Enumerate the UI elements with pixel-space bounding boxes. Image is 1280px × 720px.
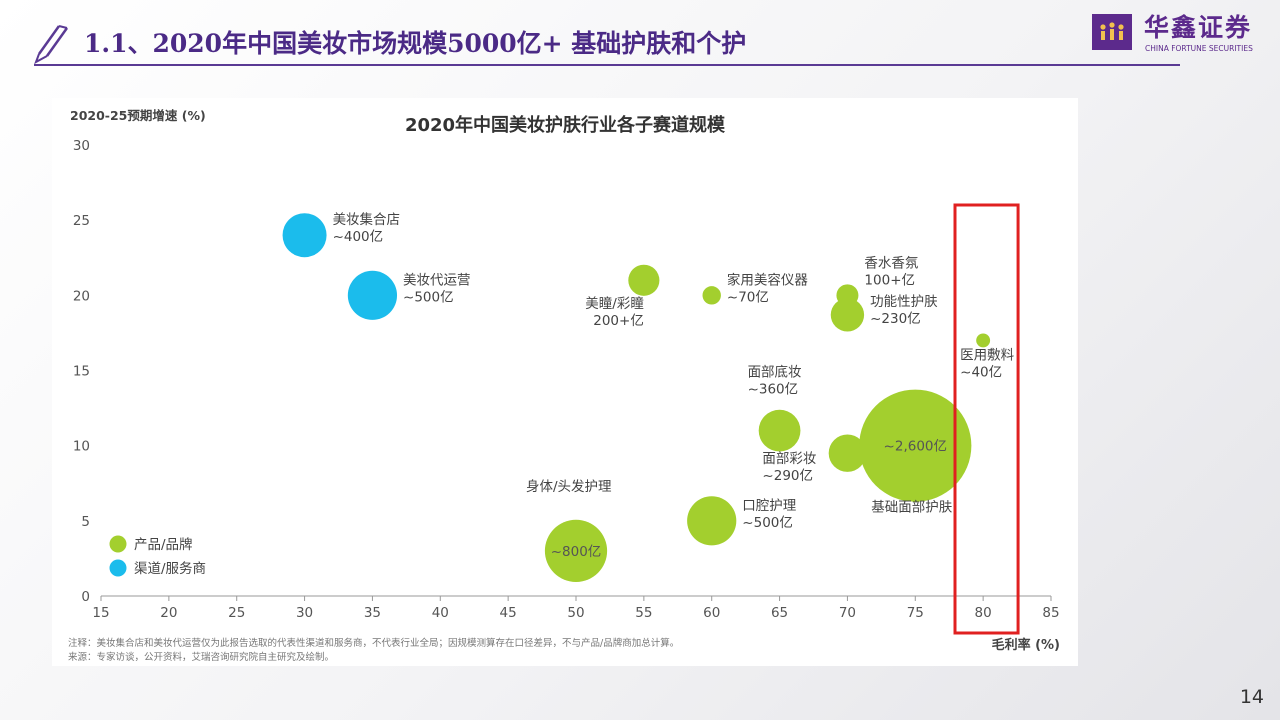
bubble [830,298,865,332]
pencil-icon [34,25,69,64]
bubble-size-label: ~400亿 [333,229,384,245]
bubble [976,333,991,348]
x-axis-label: 毛利率 (%) [992,637,1060,653]
x-tick-label: 50 [567,605,584,621]
bubble [544,519,608,583]
bubble-name-label: 美妆集合店 [333,212,401,228]
bubble-name-label: 医用敷料 [960,347,1014,363]
bubble-size-label: 200+亿 [593,313,644,329]
title-underline [34,64,1180,66]
bubble-size-label: ~70亿 [727,289,769,305]
brand-logo [1092,14,1132,50]
bubble-name-label: 身体/头发护理 [526,479,612,495]
y-tick-label: 10 [73,439,90,455]
crowd-icon [1100,22,1124,40]
legend-marker [109,535,127,553]
x-tick-label: 65 [771,605,788,621]
bubble-chart: 2020年中国美妆护肤行业各子赛道规模 2020-25预期增速 (%) 毛利率 (%… [68,108,1060,663]
bubble [828,434,867,472]
x-tick-label: 30 [296,605,313,621]
brand-name-english: CHINA FORTUNE SECURITIES [1145,44,1253,53]
bubble-size-label: 100+亿 [864,272,915,288]
x-tick-label: 60 [703,605,720,621]
bubble [628,264,660,296]
bubble-name-label: 面部底妆 [748,365,802,381]
y-tick-label: 15 [73,364,90,380]
bubble [347,270,398,320]
chart-note: 注释：美妆集合店和美妆代运营仅为此报告选取的代表性渠道和服务商，不代表行业全局；… [68,637,679,649]
x-tick-label: 20 [160,605,177,621]
page-title: 1.1、2020年中国美妆市场规模5000亿+ 基础护肤和个护 [84,29,747,58]
page-number: 14 [1239,686,1264,708]
chart-title: 2020年中国美妆护肤行业各子赛道规模 [405,114,726,136]
x-tick-label: 40 [432,605,449,621]
chart-source: 来源：专家访谈，公开资料，艾瑞咨询研究院自主研究及绘制。 [68,651,334,663]
bubble-name-label: 美妆代运营 [403,272,471,288]
bubble [687,496,737,546]
bubble-name-label: 基础面部护肤 [871,499,952,516]
x-tick-label: 15 [92,605,109,621]
bubble-size-label: ~360亿 [748,382,799,398]
x-tick-label: 55 [635,605,652,621]
bubble-name-label: 功能性护肤 [870,294,938,310]
bubble-size-label: ~230亿 [870,311,921,327]
chart-panel: 2020年中国美妆护肤行业各子赛道规模 2020-25预期增速 (%) 毛利率 (%… [52,98,1078,666]
x-tick-label: 35 [364,605,381,621]
y-tick-label: 25 [73,213,90,229]
bubble-size-label: ~40亿 [960,364,1002,380]
bubble [758,409,801,452]
y-tick-label: 0 [81,589,90,605]
x-tick-label: 75 [907,605,924,621]
x-tick-label: 25 [228,605,245,621]
x-tick-label: 85 [1042,605,1059,621]
brand-name: 华鑫证券 [1144,13,1253,42]
x-tick-label: 80 [975,605,992,621]
y-tick-label: 5 [81,514,90,530]
bubble [282,213,327,258]
bubble-size-label: ~2,600亿 [884,439,947,455]
bubble-name-label: 香水香氛 [864,255,918,271]
bubble [702,286,721,305]
legend-marker [109,559,127,577]
legend-label: 产品/品牌 [134,536,193,553]
bubble-name-label: 美瞳/彩瞳 [585,295,644,312]
bubble-size-label: ~500亿 [742,515,793,531]
x-tick-label: 70 [839,605,856,621]
y-axis-label: 2020-25预期增速 (%) [70,108,206,123]
bubble [859,389,972,502]
x-tick-label: 45 [500,605,517,621]
y-tick-label: 30 [73,138,90,154]
bubble-size-label: ~500亿 [403,289,454,305]
bubble-size-label: ~800亿 [551,544,602,560]
bubble-size-label: ~290亿 [762,468,813,484]
legend-label: 渠道/服务商 [134,561,206,577]
highlight-box [953,203,1020,635]
bubble-name-label: 家用美容仪器 [727,271,808,288]
bubble-name-label: 口腔护理 [742,498,796,514]
bubble-name-label: 面部彩妆 [762,451,816,467]
y-tick-label: 20 [73,288,90,304]
